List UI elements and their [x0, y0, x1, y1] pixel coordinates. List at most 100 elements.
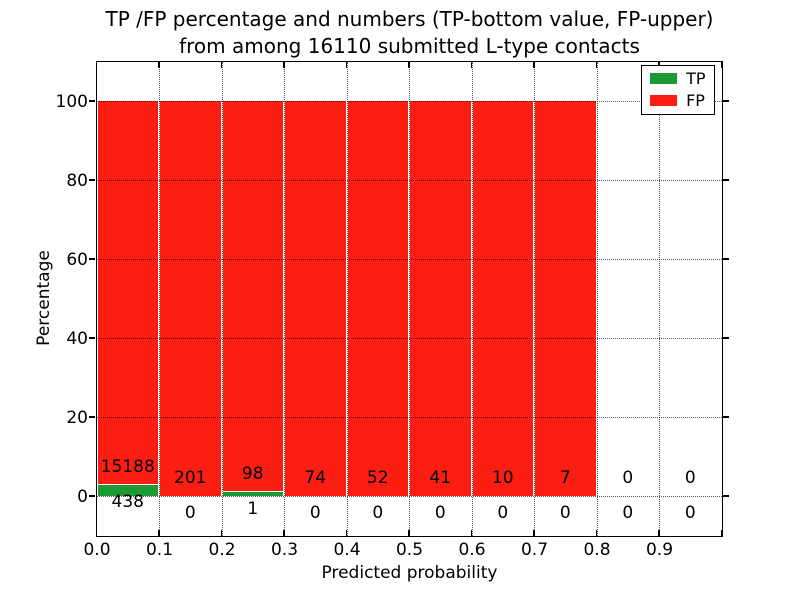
fp-legend-label: FP: [686, 90, 705, 110]
tick-mark: [89, 416, 95, 418]
tp-count-label: 0: [497, 503, 509, 524]
tick-mark: [723, 100, 729, 102]
tick-mark: [723, 495, 729, 497]
bar-fp-segment: [222, 101, 283, 492]
tick-mark: [723, 416, 729, 418]
bar-fp-segment: [285, 101, 346, 496]
y-tick-label: 80: [66, 170, 88, 191]
tick-mark: [408, 529, 410, 536]
gridline-v: [346, 61, 348, 536]
y-tick-label: 20: [66, 407, 88, 428]
gridline-h: [96, 496, 722, 497]
tp-count-label: 0: [184, 503, 196, 524]
x-tick-label: 0.6: [458, 540, 486, 560]
tp-count-label: 0: [622, 503, 634, 524]
tp-count-label: 438: [111, 492, 144, 513]
tick-mark: [283, 61, 285, 68]
tick-mark: [89, 337, 95, 339]
gridline-v: [221, 61, 223, 536]
fp-count-label: 201: [174, 468, 207, 489]
x-tick-label: 0.1: [145, 540, 174, 560]
tick-mark: [470, 61, 473, 68]
tp-count-label: 0: [559, 503, 571, 524]
gridline-v: [596, 61, 598, 536]
tick-mark: [95, 61, 98, 68]
tick-mark: [595, 529, 598, 536]
y-tick-label: 40: [66, 328, 88, 349]
tp-count-label: 0: [309, 503, 321, 524]
tp-count-label: 0: [372, 503, 384, 524]
tick-mark: [158, 61, 160, 68]
tick-mark: [595, 61, 598, 68]
legend-item-fp: FP: [650, 90, 705, 110]
bar-fp-segment: [535, 101, 596, 496]
gridline-h: [96, 417, 722, 418]
x-tick-label: 0.9: [645, 540, 674, 560]
tp-count-label: 0: [684, 503, 696, 524]
y-tick-label: 0: [77, 486, 88, 507]
bar-tp-segment: [97, 484, 158, 496]
x-tick-label: 0.7: [520, 540, 549, 560]
legend-item-tp: TP: [650, 68, 706, 88]
gridline-h: [96, 259, 722, 260]
tick-mark: [220, 529, 223, 536]
tp-count-label: 1: [247, 499, 259, 520]
tick-mark: [89, 100, 95, 102]
legend: TP FP: [641, 64, 715, 115]
gridline-v: [471, 61, 473, 536]
y-tick-label: 60: [66, 249, 88, 270]
gridline-h: [96, 101, 722, 102]
x-tick-label: 0.4: [333, 540, 361, 560]
gridline-h: [96, 180, 722, 181]
tick-mark: [345, 61, 348, 68]
gridline-v: [284, 61, 285, 536]
tick-mark: [470, 529, 473, 536]
tick-mark: [723, 179, 729, 181]
y-tick-label: 100: [55, 91, 88, 112]
bar-tp-segment: [222, 492, 283, 496]
x-tick-label: 0.5: [395, 540, 424, 560]
bar-fp-segment: [472, 101, 533, 496]
tp-legend-swatch: [650, 73, 678, 84]
gridline-v: [659, 61, 660, 536]
bar-fp-segment: [347, 101, 408, 496]
fp-count-label: 0: [684, 468, 696, 489]
tick-mark: [283, 529, 285, 536]
tick-mark: [89, 179, 95, 181]
tick-mark: [158, 529, 160, 536]
chart-title-line2: from among 16110 submitted L-type contac…: [179, 34, 640, 58]
gridline-v: [409, 61, 410, 536]
x-tick-label: 0.8: [583, 540, 611, 560]
fp-count-label: 7: [559, 468, 571, 489]
fp-count-label: 98: [241, 464, 264, 485]
gridline-v: [534, 61, 535, 536]
tick-mark: [658, 529, 660, 536]
fp-count-label: 10: [491, 468, 514, 489]
x-tick-label: 0.2: [208, 540, 236, 560]
tick-mark: [720, 61, 723, 68]
tick-mark: [89, 495, 95, 497]
tick-mark: [723, 337, 729, 339]
bar-fp-segment: [160, 101, 221, 496]
tick-mark: [89, 258, 95, 260]
chart-title-line1: TP /FP percentage and numbers (TP-bottom…: [105, 7, 714, 31]
tick-mark: [723, 258, 729, 260]
tick-mark: [533, 61, 535, 68]
tick-mark: [345, 529, 348, 536]
tick-mark: [720, 529, 723, 536]
tp-count-label: 0: [434, 503, 446, 524]
chart-title: TP /FP percentage and numbers (TP-bottom…: [97, 6, 722, 60]
tick-mark: [95, 529, 98, 536]
x-axis-label: Predicted probability: [321, 563, 498, 583]
bar-fp-segment: [410, 101, 471, 496]
x-tick-label: 0.0: [83, 540, 111, 560]
fp-count-label: 15188: [100, 457, 155, 478]
fp-count-label: 52: [366, 468, 389, 489]
tp-legend-label: TP: [686, 68, 706, 88]
fp-legend-swatch: [650, 95, 678, 106]
plot-area: TP FP 15188 438 201 0 98 1 74 0 52 0 41 0 10 0 7 0 0 0 0 0: [89, 60, 729, 537]
fp-count-label: 0: [622, 468, 634, 489]
tick-mark: [220, 61, 223, 68]
x-tick-label: 0.3: [270, 540, 299, 560]
tick-mark: [533, 529, 535, 536]
